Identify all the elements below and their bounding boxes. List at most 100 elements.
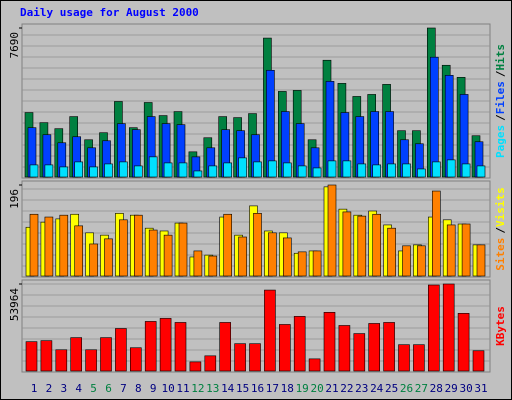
legend-entry: Hits <box>494 44 507 71</box>
chart-title: Daily usage for August 2000 <box>20 6 199 19</box>
bar <box>327 184 337 277</box>
bar <box>163 162 173 178</box>
x-tick-label: 1 <box>31 382 38 395</box>
x-tick-label: 11 <box>176 382 189 395</box>
bar <box>427 284 440 372</box>
x-tick-label: 2 <box>46 382 53 395</box>
y-tick-label: 53964 <box>8 288 21 321</box>
x-tick-label: 8 <box>135 382 142 395</box>
y-tick-label: 7690 <box>8 32 21 59</box>
x-tick-label: 10 <box>161 382 174 395</box>
legend: Pages/Files/Hits <box>494 44 507 158</box>
bar <box>308 358 321 372</box>
legend-entry: Visits <box>494 187 507 227</box>
bar <box>29 213 39 277</box>
x-tick-label: 31 <box>474 382 487 395</box>
bar <box>413 344 425 372</box>
x-tick-label: 26 <box>400 382 413 395</box>
bar <box>323 312 336 372</box>
bar <box>119 161 128 178</box>
legend: Sites /Visits <box>494 187 507 271</box>
legend-separator: / <box>494 227 507 234</box>
x-tick-label: 25 <box>385 382 398 395</box>
bar <box>312 250 322 277</box>
bar <box>282 237 292 277</box>
bar <box>74 161 83 178</box>
bar <box>472 350 485 372</box>
legend: KBytes <box>494 306 507 346</box>
bar <box>234 343 246 372</box>
x-tick-label: 21 <box>325 382 338 395</box>
bar <box>29 164 39 178</box>
bar <box>44 216 54 277</box>
bar <box>163 234 173 277</box>
x-tick-label: 13 <box>206 382 219 395</box>
bar <box>461 163 471 178</box>
x-tick-label: 20 <box>310 382 323 395</box>
bar <box>208 255 218 277</box>
bar <box>297 165 307 178</box>
bar <box>264 289 276 372</box>
bar <box>342 211 352 277</box>
bar <box>357 215 367 277</box>
bar <box>193 170 203 178</box>
bar <box>44 164 54 178</box>
x-tick-label: 3 <box>60 382 67 395</box>
bar <box>253 161 262 178</box>
bar <box>148 229 158 277</box>
bar <box>178 222 188 277</box>
bar <box>249 343 261 372</box>
bar <box>312 167 322 178</box>
bar <box>134 214 143 277</box>
y-tick-label: 196 <box>8 189 21 209</box>
x-tick-label: 28 <box>430 382 443 395</box>
bar <box>293 316 306 372</box>
bar <box>461 223 471 277</box>
bar <box>223 213 232 277</box>
bar <box>429 56 439 178</box>
bar <box>59 166 69 178</box>
x-tick-label: 14 <box>221 382 235 395</box>
bar <box>89 243 98 277</box>
x-tick-label: 7 <box>120 382 127 395</box>
bar <box>189 361 202 372</box>
x-tick-label: 29 <box>445 382 458 395</box>
bar <box>476 165 486 178</box>
legend-entry: Sites <box>494 238 507 271</box>
bar <box>402 245 411 277</box>
bar <box>417 168 426 178</box>
x-tick-label: 30 <box>459 382 472 395</box>
legend-separator: / <box>494 114 507 121</box>
bar <box>74 225 83 277</box>
bar <box>297 251 307 277</box>
bar <box>115 328 127 372</box>
bar <box>89 166 98 178</box>
legend-entry: KBytes <box>494 306 507 346</box>
legend-entry: Pages <box>494 125 507 158</box>
bar <box>174 322 187 372</box>
bar <box>178 162 188 178</box>
bar <box>431 190 441 277</box>
bar <box>204 355 217 372</box>
bar <box>253 213 262 277</box>
x-tick-label: 27 <box>415 382 428 395</box>
x-tick-label: 12 <box>191 382 204 395</box>
x-tick-label: 19 <box>296 382 309 395</box>
bar <box>208 165 218 178</box>
bar <box>417 245 426 277</box>
bar <box>100 337 112 372</box>
x-tick-label: 16 <box>251 382 264 395</box>
bar <box>40 340 53 372</box>
bar <box>476 244 486 277</box>
legend-separator: / <box>494 70 507 77</box>
bar <box>144 321 157 372</box>
bar <box>238 236 247 277</box>
bar <box>431 161 441 178</box>
x-tick-label: 6 <box>105 382 112 395</box>
bar <box>148 156 158 178</box>
bar <box>387 163 396 178</box>
bar <box>442 283 455 372</box>
x-tick-label: 23 <box>355 382 368 395</box>
bar <box>457 313 470 372</box>
